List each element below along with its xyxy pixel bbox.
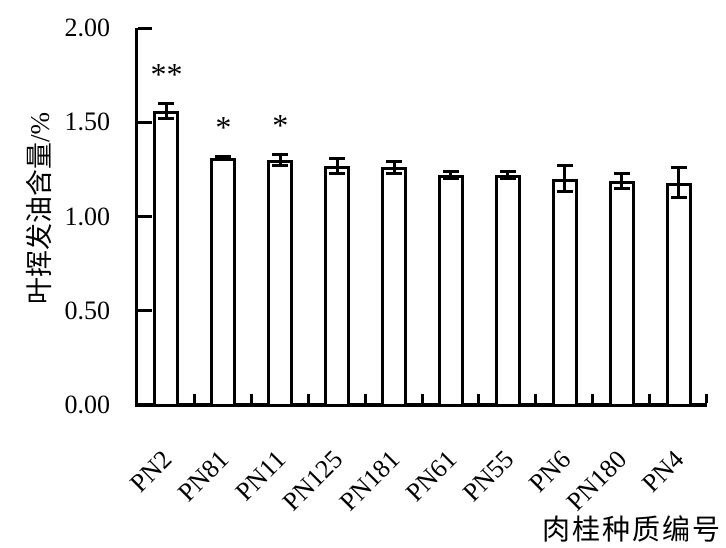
error-bar-cap-top bbox=[499, 169, 516, 173]
bar-PN181 bbox=[381, 167, 408, 407]
error-bar-cap-top bbox=[613, 171, 630, 175]
x-axis-line bbox=[135, 403, 707, 407]
y-axis-line bbox=[135, 28, 138, 407]
error-bar-cap-bottom bbox=[329, 171, 346, 175]
y-tick-label: 2.00 bbox=[64, 13, 111, 42]
error-bar-cap-top bbox=[442, 169, 459, 173]
y-axis-tick bbox=[138, 309, 152, 313]
error-bar-cap-bottom bbox=[386, 171, 403, 175]
x-axis-tick bbox=[477, 394, 481, 403]
error-bar-line bbox=[335, 158, 339, 174]
x-tick-label-PN180: PN180 bbox=[561, 444, 633, 517]
x-tick-label-PN181: PN181 bbox=[333, 444, 406, 517]
y-axis-tick bbox=[138, 403, 152, 407]
x-axis-tick bbox=[705, 394, 708, 403]
x-axis-tick bbox=[591, 394, 595, 403]
error-bar-line bbox=[164, 103, 168, 119]
x-axis-tick bbox=[648, 394, 652, 403]
bar-PN81 bbox=[210, 158, 237, 407]
x-axis-tick bbox=[420, 394, 424, 403]
error-bar-cap-top bbox=[215, 154, 232, 158]
error-bar-cap-top bbox=[158, 101, 175, 105]
y-axis-tick bbox=[138, 120, 152, 124]
x-tick-label-PN61: PN61 bbox=[399, 444, 463, 507]
bar-PN55 bbox=[494, 175, 521, 407]
error-bar-line bbox=[506, 171, 510, 179]
x-tick-label-PN2: PN2 bbox=[124, 444, 178, 498]
error-bar-cap-top bbox=[329, 156, 346, 160]
error-bar-cap-top bbox=[272, 152, 289, 156]
x-axis-tick bbox=[192, 394, 196, 403]
y-axis-tick bbox=[138, 215, 152, 218]
error-bar-cap-bottom bbox=[272, 164, 289, 168]
y-axis-tick bbox=[138, 26, 152, 30]
y-tick-label: 0.00 bbox=[64, 390, 111, 419]
x-tick-label-PN81: PN81 bbox=[172, 444, 235, 507]
x-tick-label-PN4: PN4 bbox=[636, 444, 690, 498]
significance-marker: * bbox=[272, 107, 289, 144]
bar-PN125 bbox=[324, 165, 351, 407]
error-bar-cap-top bbox=[556, 164, 573, 168]
error-bar-line bbox=[563, 165, 567, 192]
bar-PN6 bbox=[551, 178, 578, 407]
significance-marker: ** bbox=[150, 56, 183, 93]
error-bar-line bbox=[620, 173, 624, 189]
x-axis-tick bbox=[249, 394, 253, 403]
error-bar-line bbox=[677, 167, 681, 198]
error-bar-cap-bottom bbox=[613, 186, 630, 190]
error-bar-cap-bottom bbox=[499, 177, 516, 181]
error-bar-cap-bottom bbox=[442, 177, 459, 181]
y-tick-label: 1.00 bbox=[64, 201, 111, 231]
error-bar-cap-bottom bbox=[556, 190, 573, 194]
error-bar-line bbox=[278, 154, 282, 166]
error-bar-cap-top bbox=[386, 160, 403, 164]
y-tick-label: 0.50 bbox=[64, 295, 111, 325]
x-axis-tick bbox=[534, 394, 538, 403]
error-bar-cap-bottom bbox=[158, 116, 175, 120]
error-bar-cap-bottom bbox=[670, 196, 687, 200]
bar-PN2 bbox=[153, 110, 180, 407]
error-bar-line bbox=[392, 161, 396, 174]
error-bar-line bbox=[221, 156, 225, 160]
x-tick-label-PN125: PN125 bbox=[276, 444, 349, 517]
x-tick-label-PN55: PN55 bbox=[456, 444, 519, 507]
significance-marker: * bbox=[215, 109, 232, 146]
bar-PN180 bbox=[608, 180, 635, 407]
error-bar-line bbox=[449, 171, 453, 179]
bar-PN11 bbox=[267, 159, 294, 407]
x-axis-title: 肉桂种质编号 bbox=[541, 515, 722, 546]
y-tick-label: 1.50 bbox=[64, 107, 111, 137]
error-bar-cap-bottom bbox=[215, 158, 232, 162]
error-bar-cap-top bbox=[670, 165, 687, 169]
bar-PN61 bbox=[437, 175, 464, 407]
bar-PN4 bbox=[665, 182, 692, 407]
x-axis-tick bbox=[306, 394, 310, 403]
x-axis-tick bbox=[363, 394, 367, 403]
